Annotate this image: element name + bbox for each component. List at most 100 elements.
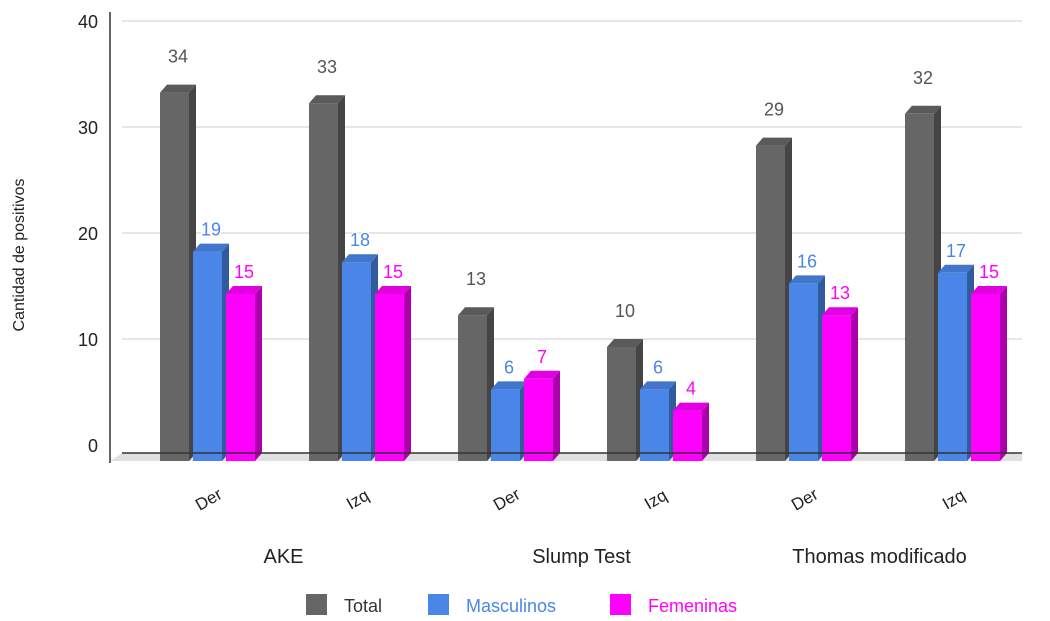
bar-top	[375, 286, 411, 294]
data-label: 6	[653, 357, 663, 377]
y-tick-label: 20	[78, 224, 98, 244]
data-label: 33	[317, 57, 337, 77]
bar-top	[524, 370, 560, 379]
gridlines	[122, 20, 1022, 340]
bar-top	[309, 95, 345, 104]
bar-face	[342, 262, 371, 461]
group-label: Slump Test	[532, 546, 631, 568]
data-label: 13	[830, 283, 850, 303]
bar-face	[789, 283, 818, 461]
bar-masculinos-5	[789, 275, 825, 461]
bar-side	[851, 307, 858, 461]
bar-side	[404, 286, 411, 461]
bar-face	[938, 272, 967, 461]
group-label: AKE	[263, 546, 303, 568]
bars	[160, 84, 1007, 462]
legend-label: Total	[344, 596, 382, 616]
bar-top	[193, 243, 229, 252]
bar-face	[607, 347, 636, 461]
x-tick-label: Der	[192, 484, 226, 514]
legend-item-total: Total	[306, 594, 382, 616]
bar-top	[491, 381, 527, 390]
bar-femeninas-5	[822, 307, 858, 461]
axes	[109, 12, 1022, 463]
legend-swatch	[610, 594, 631, 615]
bar-femeninas-2	[375, 286, 411, 461]
bar-face	[458, 315, 487, 461]
data-label: 10	[615, 301, 635, 321]
bar-face	[375, 294, 404, 461]
bar-side	[255, 286, 262, 461]
bar-femeninas-1	[226, 286, 262, 461]
legend-label: Femeninas	[648, 596, 737, 616]
bar-top	[226, 286, 262, 294]
bar-top	[607, 339, 643, 347]
bar-top	[789, 275, 825, 284]
x-tick-label: Izq	[939, 486, 968, 514]
bar-face	[491, 389, 520, 461]
legend-item-femeninas: Femeninas	[610, 594, 737, 616]
x-tick-label: Der	[788, 484, 822, 514]
y-tick-label: 40	[78, 12, 98, 32]
bar-face	[226, 294, 255, 461]
group-label: Thomas modificado	[792, 546, 967, 568]
bar-face	[193, 251, 222, 461]
bar-face	[524, 378, 553, 461]
bar-face	[640, 389, 669, 461]
legend-label: Masculinos	[466, 596, 556, 616]
bar-top	[458, 307, 494, 316]
bar-top	[822, 307, 858, 316]
bar-side	[553, 370, 560, 461]
bar-total-1	[160, 84, 196, 461]
bar-face	[905, 113, 934, 462]
data-label: 16	[797, 251, 817, 271]
bar-femeninas-4	[673, 402, 709, 461]
legend-swatch	[306, 594, 327, 615]
data-label: 15	[383, 262, 403, 282]
bar-side	[1000, 286, 1007, 461]
bar-femeninas-6	[971, 286, 1007, 461]
x-tick-label: Izq	[343, 486, 372, 514]
x-tick-label: Izq	[641, 486, 670, 514]
bar-masculinos-2	[342, 254, 378, 461]
y-axis-label: Cantidad de positivos	[11, 179, 28, 332]
legend-item-masculinos: Masculinos	[428, 594, 556, 616]
bar-total-2	[309, 95, 345, 461]
data-label: 29	[764, 100, 784, 120]
data-label: 7	[537, 347, 547, 367]
bar-top	[342, 254, 378, 263]
bar-top	[673, 402, 709, 411]
y-tick-label: 0	[88, 436, 98, 456]
bar-face	[309, 103, 338, 461]
bar-face	[160, 92, 189, 461]
bar-face	[971, 294, 1000, 461]
data-label: 4	[686, 379, 696, 399]
data-label: 13	[466, 269, 486, 289]
legend-swatch	[428, 594, 449, 615]
bar-top	[640, 381, 676, 390]
data-label: 19	[201, 220, 221, 240]
y-tick-label: 10	[78, 330, 98, 350]
bar-femeninas-3	[524, 370, 560, 461]
bar-top	[756, 137, 792, 146]
bar-masculinos-6	[938, 264, 974, 461]
legend: Total Masculinos Femeninas	[306, 594, 737, 616]
bar-masculinos-4	[640, 381, 676, 461]
bar-top	[905, 105, 941, 114]
data-label: 18	[350, 230, 370, 250]
y-tick-label: 30	[78, 118, 98, 138]
data-label: 34	[168, 47, 188, 67]
bar-total-6	[905, 105, 941, 462]
data-label: 6	[504, 357, 514, 377]
bar-face	[756, 145, 785, 461]
data-label: 17	[946, 241, 966, 261]
data-label: 15	[979, 262, 999, 282]
bar-top	[160, 84, 196, 93]
bar-top	[971, 286, 1007, 294]
x-tick-label: Der	[490, 484, 524, 514]
bar-total-5	[756, 137, 792, 461]
data-label: 32	[913, 68, 933, 88]
bar-total-3	[458, 307, 494, 461]
bar-face	[822, 315, 851, 461]
